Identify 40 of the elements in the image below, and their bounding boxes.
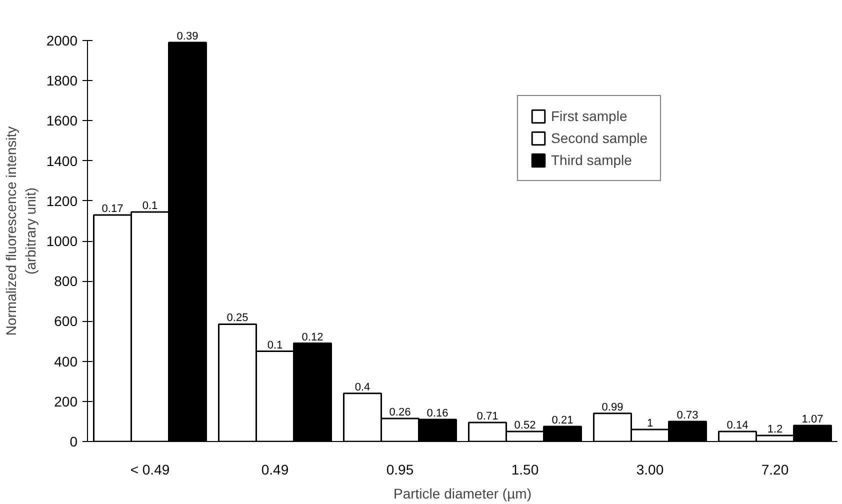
annotation: 1.2 [767,423,783,436]
annotation: 0.39 [176,30,198,43]
annotation: 1 [646,417,654,430]
y-tick-label: 1400 [46,152,78,169]
y-tick-label: 2000 [46,32,78,49]
annotation: 0.25 [226,312,248,324]
annotation: 0.21 [552,414,574,426]
legend-label: Third sample [551,152,632,168]
y-axis-title: Normalized fluorescence intensity (arbitrary unit) [3,126,38,336]
y-tick-label: 600 [54,313,78,330]
annotation: 0.1 [142,200,158,212]
annotation: 0.52 [514,419,536,432]
legend-label: First sample [551,108,628,124]
annotation: 0.12 [302,331,324,344]
annotation: 0.71 [476,410,498,422]
x-tick-label: 0.49 [261,462,289,478]
y-tick-label: 1800 [46,72,78,89]
annotation: 0.1 [267,339,283,352]
annotation: 0.16 [426,407,448,420]
x-tick-label: < 0.49 [130,462,170,478]
y-tick-label: 0 [70,434,78,450]
y-tick-label: 800 [54,273,78,290]
annotation: 0.17 [102,202,124,215]
y-tick-label: 1600 [46,112,78,129]
annotation: 0.4 [354,381,370,394]
legend-label: Second sample [551,130,648,146]
y-tick-label: 400 [54,353,78,370]
annotation: 0.14 [726,419,748,432]
x-axis-title: Particle diameter (µm) [394,486,532,502]
annotation: 0.26 [389,406,411,418]
y-tick-label: 1200 [46,192,78,209]
annotation: 1.07 [802,413,824,426]
annotation: 0.73 [676,409,698,422]
y-tick-label: 200 [54,393,78,410]
x-tick-label: 0.95 [386,462,414,478]
x-tick-label: 1.50 [511,462,539,478]
annotation: 0.99 [602,401,624,414]
x-tick-label: 7.20 [761,462,789,478]
x-tick-label: 3.00 [636,462,664,478]
y-tick-label: 1000 [46,233,78,250]
